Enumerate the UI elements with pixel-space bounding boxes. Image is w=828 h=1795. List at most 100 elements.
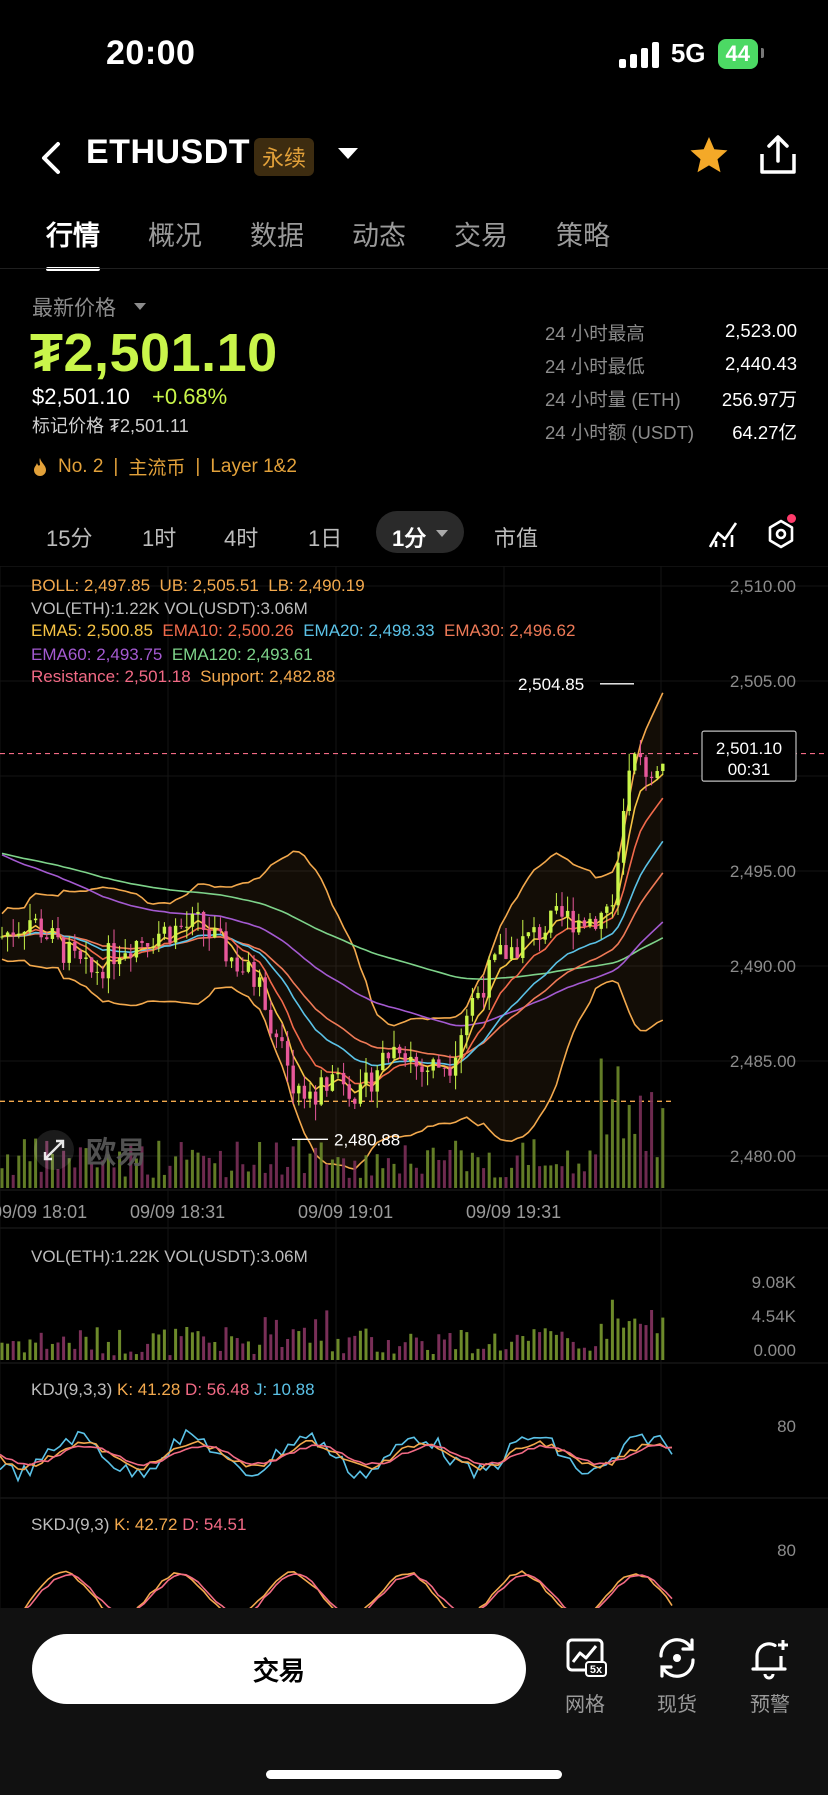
volume-panel-bar <box>62 1336 66 1360</box>
category-tag[interactable]: 主流币 <box>128 458 186 479</box>
volume-panel-bar <box>347 1337 351 1360</box>
chevron-down-icon[interactable] <box>338 148 358 159</box>
volume-panel-bar <box>151 1333 155 1360</box>
volume-bar <box>297 1139 301 1188</box>
timeframe-selected[interactable]: 1分 <box>376 511 464 553</box>
candle <box>493 954 497 960</box>
candle <box>145 943 150 947</box>
tag-separator: | <box>195 455 201 477</box>
volume-bar <box>526 1164 530 1188</box>
market-cap-tab[interactable]: 市值 <box>494 526 539 551</box>
volume-panel-bar <box>582 1347 586 1360</box>
layer-tag[interactable]: Layer 1&2 <box>210 455 297 477</box>
expand-icon[interactable] <box>34 1130 74 1170</box>
candle <box>341 1072 346 1085</box>
candle <box>0 936 4 938</box>
spot-label[interactable]: 现货 <box>657 1694 697 1716</box>
pair-name[interactable]: ETHUSDT <box>86 133 251 171</box>
candle <box>168 926 172 943</box>
settings-icon[interactable] <box>766 519 796 549</box>
candle <box>207 929 211 938</box>
candle <box>481 992 486 998</box>
volume-bar <box>101 1160 105 1188</box>
volume-bar <box>543 1165 547 1188</box>
x-tick-label: 09/09 18:01 <box>0 1202 87 1222</box>
legend-ema-row2: EMA60: 2,493.75 EMA120: 2,493.61 <box>31 645 313 664</box>
trade-button[interactable]: 交易 <box>32 1634 526 1704</box>
volume-bar <box>442 1160 446 1188</box>
volume-bar <box>314 1147 318 1188</box>
alert-bell-icon[interactable] <box>745 1636 795 1680</box>
volume-panel-bar <box>431 1353 435 1360</box>
candle <box>89 957 94 973</box>
candle <box>134 940 139 958</box>
candle <box>543 932 547 940</box>
volume-panel-bar <box>605 1338 609 1360</box>
candle <box>196 911 200 914</box>
contract-type-badge: 永续 <box>254 138 315 176</box>
volume-panel-bar <box>403 1342 407 1360</box>
candle <box>151 946 155 948</box>
chevron-down-icon[interactable] <box>134 303 146 310</box>
volume-panel-bar <box>487 1344 491 1360</box>
price-chart[interactable]: 2,510.00 2,505.00 2,495.00 2,490.00 2,485.00… <box>0 566 828 1608</box>
latest-price-label[interactable]: 最新价格 <box>32 297 116 320</box>
candle <box>487 959 491 998</box>
y-tick-label: 2,480.00 <box>730 1147 796 1166</box>
volume-bar <box>252 1164 256 1188</box>
alert-label[interactable]: 预警 <box>750 1694 790 1716</box>
volume-panel-bar <box>0 1342 4 1360</box>
volume-panel-bar <box>426 1349 430 1360</box>
candle <box>190 913 195 927</box>
kdj-tick-label: 80 <box>777 1417 796 1436</box>
volume-panel-bar <box>465 1332 469 1360</box>
volume-tick-label: 9.08K <box>752 1273 797 1292</box>
volume-bar <box>50 1153 54 1188</box>
candle <box>375 1070 379 1092</box>
share-icon[interactable] <box>758 134 798 176</box>
grid-bot-icon[interactable]: 5x <box>560 1636 610 1680</box>
fire-icon <box>34 457 46 476</box>
timeframe-1h[interactable]: 1时 <box>142 526 177 551</box>
candle <box>78 950 83 959</box>
volume-bar <box>263 1172 267 1188</box>
volume-bar <box>627 1104 631 1188</box>
volume-bar <box>392 1163 396 1188</box>
spot-icon[interactable] <box>652 1636 702 1680</box>
indicator-icon[interactable] <box>708 519 738 549</box>
volume-panel-bar <box>442 1339 446 1360</box>
volume-panel-bar <box>566 1338 570 1360</box>
timeframe-4h[interactable]: 4时 <box>224 526 259 551</box>
tab-trade[interactable]: 交易 <box>454 221 508 251</box>
volume-panel-bar <box>577 1348 581 1360</box>
volume-panel-bar <box>616 1318 620 1360</box>
timeframe-15m[interactable]: 15分 <box>46 526 93 551</box>
tab-overview[interactable]: 概况 <box>148 221 202 251</box>
volume-panel-bar <box>409 1333 413 1360</box>
y-tick-label: 2,485.00 <box>730 1052 796 1071</box>
candle <box>364 1072 368 1085</box>
volume-panel-bar <box>17 1341 21 1360</box>
volume-bar <box>330 1159 334 1188</box>
tab-strategy[interactable]: 策略 <box>556 221 610 251</box>
grid-label[interactable]: 网格 <box>565 1694 605 1716</box>
timeframe-1d[interactable]: 1日 <box>308 526 343 551</box>
tab-market[interactable]: 行情 <box>46 214 100 271</box>
star-icon[interactable] <box>688 134 730 176</box>
volume-bar <box>465 1171 469 1188</box>
tab-news[interactable]: 动态 <box>352 221 406 251</box>
tab-data[interactable]: 数据 <box>250 221 304 251</box>
volume-panel-bar <box>207 1342 211 1360</box>
volume-bar <box>386 1158 390 1188</box>
volume-bar <box>476 1157 480 1188</box>
rank-tag[interactable]: No. 2 <box>58 455 104 477</box>
status-time: 20:00 <box>106 34 196 72</box>
volume-bar <box>302 1173 306 1188</box>
volume-panel-bar <box>330 1351 334 1360</box>
candle <box>112 943 116 965</box>
back-arrow-icon[interactable] <box>38 138 64 178</box>
chart-watermark: 欧易 <box>34 1128 146 1172</box>
candle <box>101 971 105 979</box>
volume-bar <box>599 1058 603 1188</box>
ema20-line <box>1 840 664 1067</box>
